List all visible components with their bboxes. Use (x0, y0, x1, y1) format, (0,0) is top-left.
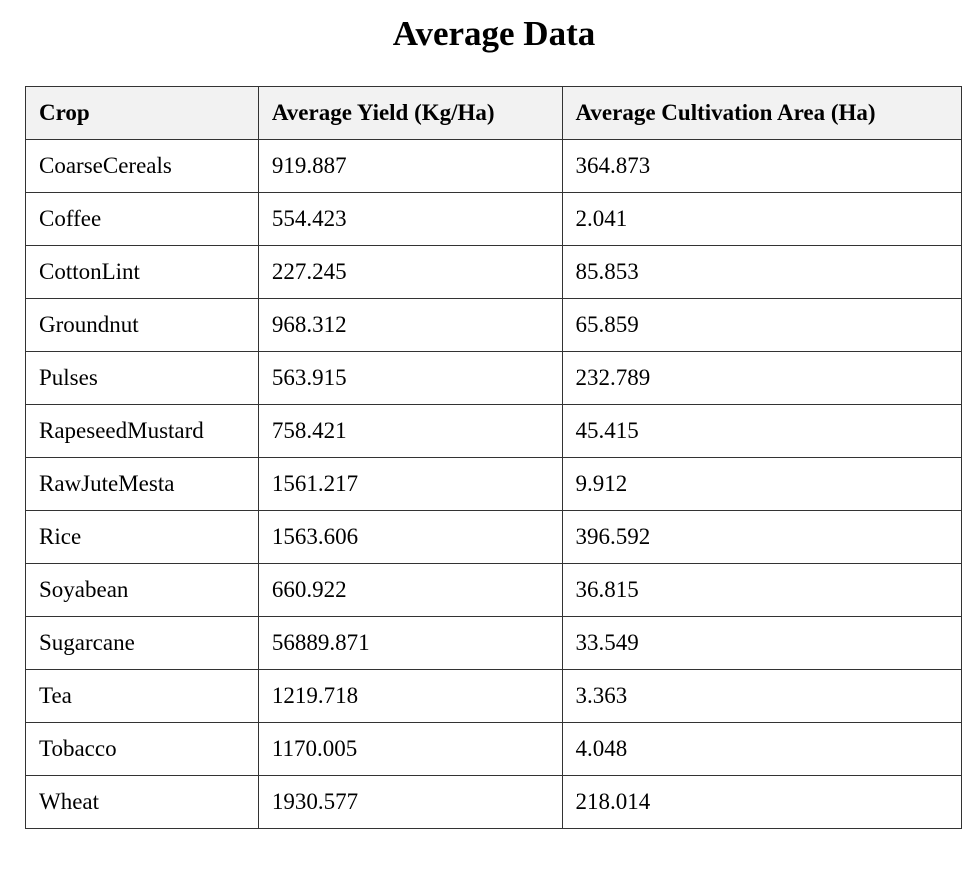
cell-average-yield: 758.421 (257, 404, 563, 458)
table-row: CoarseCereals 919.887 364.873 (25, 139, 963, 193)
table-row: RapeseedMustard 758.421 45.415 (25, 404, 963, 458)
cell-average-cultivation-area: 45.415 (561, 404, 963, 458)
cell-crop: Wheat (25, 775, 259, 829)
cell-average-cultivation-area: 85.853 (561, 245, 963, 299)
cell-average-yield: 660.922 (257, 563, 563, 617)
cell-average-yield: 1219.718 (257, 669, 563, 723)
cell-average-yield: 554.423 (257, 192, 563, 246)
cell-average-cultivation-area: 33.549 (561, 616, 963, 670)
cell-crop: Rice (25, 510, 259, 564)
column-header-average-cultivation-area: Average Cultivation Area (Ha) (561, 86, 963, 140)
table-row: Groundnut 968.312 65.859 (25, 298, 963, 352)
cell-average-yield: 227.245 (257, 245, 563, 299)
table-body: CoarseCereals 919.887 364.873 Coffee 554.423… (25, 139, 963, 829)
table-row: Tea 1219.718 3.363 (25, 669, 963, 723)
column-header-average-yield: Average Yield (Kg/Ha) (257, 86, 563, 140)
table-row: Tobacco 1170.005 4.048 (25, 722, 963, 776)
cell-crop: Coffee (25, 192, 259, 246)
cell-average-yield: 1563.606 (257, 510, 563, 564)
table-row: RawJuteMesta 1561.217 9.912 (25, 457, 963, 511)
cell-crop: CoarseCereals (25, 139, 259, 193)
column-header-crop: Crop (25, 86, 259, 140)
cell-crop: RapeseedMustard (25, 404, 259, 458)
cell-average-cultivation-area: 36.815 (561, 563, 963, 617)
cell-average-yield: 563.915 (257, 351, 563, 405)
table-row: Pulses 563.915 232.789 (25, 351, 963, 405)
table-row: Soyabean 660.922 36.815 (25, 563, 963, 617)
cell-crop: Tobacco (25, 722, 259, 776)
cell-average-cultivation-area: 232.789 (561, 351, 963, 405)
table-header-row: Crop Average Yield (Kg/Ha) Average Culti… (25, 86, 963, 140)
cell-average-cultivation-area: 396.592 (561, 510, 963, 564)
cell-average-cultivation-area: 364.873 (561, 139, 963, 193)
table-row: Sugarcane 56889.871 33.549 (25, 616, 963, 670)
cell-average-cultivation-area: 218.014 (561, 775, 963, 829)
page-title: Average Data (392, 14, 596, 53)
cell-crop: RawJuteMesta (25, 457, 259, 511)
cell-average-cultivation-area: 9.912 (561, 457, 963, 511)
table-row: Wheat 1930.577 218.014 (25, 775, 963, 829)
cell-crop: Groundnut (25, 298, 259, 352)
cell-average-yield: 919.887 (257, 139, 563, 193)
cell-average-yield: 56889.871 (257, 616, 563, 670)
cell-crop: Pulses (25, 351, 259, 405)
cell-crop: CottonLint (25, 245, 259, 299)
cell-average-yield: 968.312 (257, 298, 563, 352)
table-row: Rice 1563.606 396.592 (25, 510, 963, 564)
cell-crop: Sugarcane (25, 616, 259, 670)
cell-crop: Tea (25, 669, 259, 723)
cell-average-cultivation-area: 4.048 (561, 722, 963, 776)
cell-average-cultivation-area: 2.041 (561, 192, 963, 246)
cell-average-yield: 1561.217 (257, 457, 563, 511)
table-row: CottonLint 227.245 85.853 (25, 245, 963, 299)
table-row: Coffee 554.423 2.041 (25, 192, 963, 246)
cell-average-yield: 1170.005 (257, 722, 563, 776)
average-data-table: Crop Average Yield (Kg/Ha) Average Culti… (25, 86, 963, 829)
cell-average-cultivation-area: 3.363 (561, 669, 963, 723)
cell-average-yield: 1930.577 (257, 775, 563, 829)
cell-crop: Soyabean (25, 563, 259, 617)
cell-average-cultivation-area: 65.859 (561, 298, 963, 352)
